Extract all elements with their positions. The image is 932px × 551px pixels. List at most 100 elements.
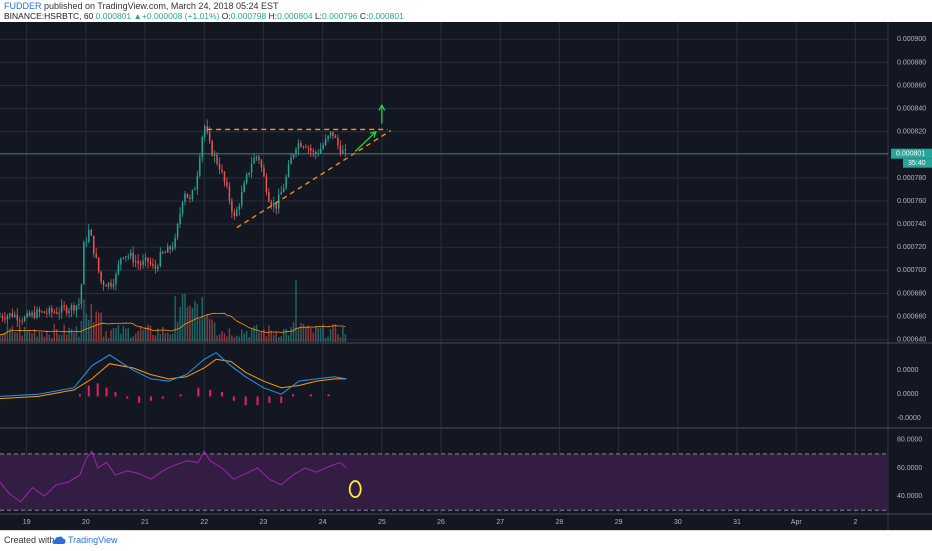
candle-body [139,263,142,265]
volume-bar [53,324,56,342]
chart-header: FUDDER published on TradingView.com, Mar… [0,0,932,22]
volume-bar [255,324,258,342]
volume-bar [55,329,58,342]
candle-body [327,135,329,140]
candle-body [41,311,43,313]
candle-body [97,257,100,272]
author-link[interactable]: FUDDER [4,1,42,11]
volume-bar [51,337,53,342]
volume-bar [184,294,186,342]
candle-body [307,147,310,149]
volume-bar [9,328,11,342]
volume-bar [169,334,171,342]
candle-body [142,260,144,265]
volume-bar [70,329,73,342]
volume-bar [258,332,260,342]
rsi-axis-label: 80.0000 [897,437,922,444]
volume-bar [122,325,125,342]
candle-body [199,157,201,176]
volume-bar [120,333,122,342]
volume-bar [139,327,142,342]
price-axis-label: 0.000760 [897,198,926,205]
candle-body [181,202,184,214]
volume-bar [6,325,9,342]
volume-bar [270,330,273,342]
tradingview-brand[interactable]: TradingView [68,535,118,545]
macd-histogram-bar [96,383,99,397]
volume-bar [280,336,282,342]
candle-body [78,303,80,306]
volume-bar [329,329,332,342]
price-axis[interactable]: 0.000900 0.000880 0.000860 0.000840 0.000820… [891,36,932,500]
volume-bar [144,327,147,342]
volume-bar [142,329,144,342]
volume-bar [23,326,26,342]
candle-body [162,251,164,253]
candle-body [268,192,270,202]
drawings[interactable] [0,103,888,229]
candle-body [90,229,93,236]
candle-body [1,316,4,319]
volume-bar [58,334,60,342]
macd-axis-label: 0.0000 [897,367,919,374]
time-axis-label: 27 [496,519,504,526]
candle-body [344,149,347,151]
volume-bar [92,322,95,342]
price-change: +0.000008 (+1.01%) [141,11,220,21]
candle-body [152,263,154,266]
macd-histogram-bar [114,392,117,397]
macd-histogram-bar [138,396,141,403]
candle-body [186,193,189,198]
volume-bar [95,311,97,342]
volume-bar [0,334,1,342]
high-value: 0.000804 [277,11,313,21]
volume-bar [68,327,70,342]
volume-bar [260,330,263,342]
macd-pane [0,352,347,406]
volume-bar [322,324,324,342]
candle-body [120,258,122,265]
open-value: 0.000798 [230,11,267,21]
volume-bar [117,324,120,342]
volume-bar [147,324,149,342]
candle-body [92,235,95,254]
macd-histogram-bar [309,394,312,397]
volume-bar [48,334,51,342]
candle-body [226,181,228,187]
macd-histogram-bar [221,392,223,397]
volume-bar [285,328,287,342]
macd-histogram-bar [179,394,182,397]
macd-histogram-bar [280,396,283,403]
volume-bar [28,329,31,342]
candle-body [23,317,26,321]
candle-body [223,171,226,182]
countdown-text: 35:40 [908,160,926,167]
candle-body [169,246,171,250]
price-axis-label: 0.000720 [897,244,926,251]
volume-bar [201,297,204,342]
volume-bar [88,320,90,342]
price-chart[interactable]: 0.000900 0.000880 0.000860 0.000840 0.000820… [0,22,932,530]
candle-body [253,157,255,164]
candle-body [88,229,90,242]
candle-body [285,176,287,189]
volume-bar [275,331,278,342]
macd-histogram-bar [327,394,330,397]
time-axis-label: 22 [200,519,208,526]
candle-body [287,164,290,177]
candle-body [0,316,1,318]
macd-histogram-bar [232,396,235,401]
candle-body [176,224,179,238]
time-axis[interactable]: 19 20 21 22 23 24 25 26 27 28 29 30 31 Apr 2 [23,519,858,526]
close-label: C: [359,11,369,21]
candle-body [154,265,157,269]
volume-bar [181,294,184,342]
macd-histogram-bar [149,396,152,401]
candle-body [216,154,218,164]
macd-axis-label: -0.0000 [897,415,921,422]
time-axis-label: 24 [319,519,327,526]
volume-bar [60,334,63,342]
candle-body [263,167,265,177]
last-price: 0.000801 [95,11,132,21]
candle-body [191,190,194,199]
